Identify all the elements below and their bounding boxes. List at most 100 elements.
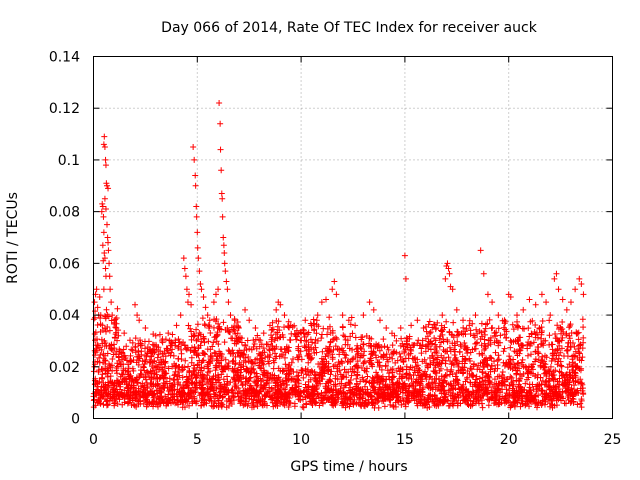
data-point (243, 398, 250, 405)
data-point (313, 349, 320, 356)
data-point (349, 356, 356, 363)
data-point (257, 387, 264, 394)
data-point (503, 335, 510, 342)
data-point (248, 392, 255, 399)
data-point (198, 402, 205, 409)
data-point (114, 360, 121, 367)
data-point (256, 362, 263, 369)
data-point (313, 321, 320, 328)
data-point (143, 399, 150, 406)
data-point (162, 393, 169, 400)
data-point (285, 362, 292, 369)
data-point (114, 337, 121, 344)
data-point (166, 375, 173, 382)
data-point (263, 379, 270, 386)
data-point (332, 343, 339, 350)
data-point (426, 318, 433, 325)
data-point (141, 338, 148, 345)
data-point (458, 385, 465, 392)
data-point (498, 375, 505, 382)
data-point (491, 368, 498, 375)
data-point (179, 374, 186, 381)
data-point (486, 396, 493, 403)
data-point (107, 345, 114, 352)
data-point (113, 350, 120, 357)
data-point (342, 354, 349, 361)
data-point (580, 334, 587, 341)
data-point (434, 354, 441, 361)
data-point (267, 351, 274, 358)
data-point (107, 362, 114, 369)
data-point (500, 395, 507, 402)
data-point (305, 372, 312, 379)
data-point (335, 389, 342, 396)
data-point (432, 337, 439, 344)
data-point (460, 396, 467, 403)
data-point (534, 371, 541, 378)
data-point (497, 332, 504, 339)
data-point (129, 347, 136, 354)
data-point (102, 339, 109, 346)
data-point (538, 357, 545, 364)
data-point (199, 399, 206, 406)
data-point (257, 337, 264, 344)
data-point (309, 386, 316, 393)
data-point (270, 403, 277, 410)
data-point (218, 353, 225, 360)
data-point (207, 329, 214, 336)
data-point (285, 348, 292, 355)
data-point (282, 377, 289, 384)
data-point (281, 346, 288, 353)
data-point (163, 378, 170, 385)
data-point (342, 396, 349, 403)
data-point (318, 365, 325, 372)
data-point (205, 396, 212, 403)
data-point (245, 354, 252, 361)
data-point (475, 383, 482, 390)
data-point (564, 387, 571, 394)
data-point (142, 345, 149, 352)
data-point (346, 380, 353, 387)
data-point (404, 344, 411, 351)
data-point (261, 382, 268, 389)
data-point (270, 386, 277, 393)
data-point (179, 404, 186, 411)
data-point (542, 391, 549, 398)
data-point (371, 396, 378, 403)
data-point (316, 402, 323, 409)
data-point (302, 384, 309, 391)
data-point (128, 346, 135, 353)
data-point (136, 355, 143, 362)
data-point (438, 328, 445, 335)
data-point (147, 388, 154, 395)
data-point (227, 350, 234, 357)
data-point (511, 348, 518, 355)
data-point (569, 390, 576, 397)
data-point (194, 351, 201, 358)
data-point (106, 327, 113, 334)
data-point (460, 324, 467, 331)
data-point (347, 389, 354, 396)
data-point (236, 396, 243, 403)
data-point (376, 362, 383, 369)
data-point (170, 376, 177, 383)
data-point (555, 394, 562, 401)
data-point (465, 401, 472, 408)
data-point (563, 332, 570, 339)
data-point (486, 316, 493, 323)
data-point (348, 372, 355, 379)
data-point (313, 385, 320, 392)
data-point (268, 326, 275, 333)
data-point (260, 345, 267, 352)
data-point (507, 337, 514, 344)
data-point (193, 398, 200, 405)
data-point (456, 386, 463, 393)
data-point (386, 370, 393, 377)
data-point (111, 389, 118, 396)
data-point (201, 392, 208, 399)
data-point (462, 331, 469, 338)
data-point (575, 336, 582, 343)
data-point (119, 371, 126, 378)
data-point (514, 360, 521, 367)
